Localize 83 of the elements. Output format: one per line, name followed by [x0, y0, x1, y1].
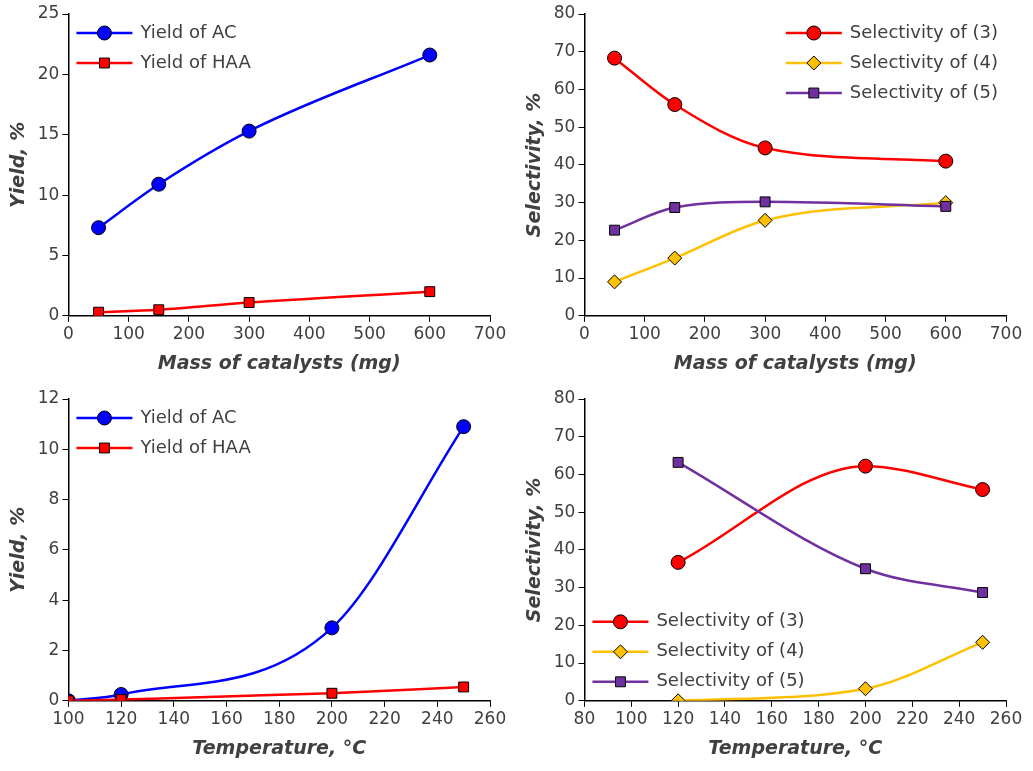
x-tick-label: 700 [473, 323, 507, 344]
y-tick-label: 80 [553, 2, 576, 23]
y-tick-label: 40 [553, 538, 576, 559]
x-tick-label: 180 [262, 708, 296, 729]
x-tick-label: 500 [353, 323, 386, 344]
x-tick-label: 160 [755, 708, 789, 729]
x-tick-label: 400 [809, 323, 842, 344]
x-tick-label: 100 [615, 708, 648, 729]
x-tick-label: 600 [413, 323, 446, 344]
legend-label: Yield of AC [139, 405, 237, 427]
x-axis-title: Mass of catalysts (mg) [673, 350, 917, 373]
x-axis-title: Mass of catalysts (mg) [157, 350, 401, 373]
y-tick-label: 10 [553, 266, 576, 287]
y-tick-label: 50 [553, 500, 576, 521]
x-tick-label: 200 [315, 708, 349, 729]
y-tick-label: 60 [553, 462, 576, 483]
x-tick-label: 200 [688, 323, 722, 344]
x-tick-label: 240 [942, 708, 976, 729]
x-tick-label: 140 [157, 708, 191, 729]
y-tick-label: 5 [48, 243, 60, 264]
x-tick-label: 100 [52, 708, 85, 729]
y-tick-label: 20 [553, 613, 576, 634]
y-axis-title: Selectivity, % [522, 92, 545, 238]
y-tick-label: 0 [564, 689, 576, 710]
x-tick-label: 100 [628, 323, 661, 344]
x-tick-label: 100 [112, 323, 145, 344]
x-tick-label: 300 [232, 323, 266, 344]
x-axis-title: Temperature, °C [192, 735, 367, 758]
y-tick-label: 0 [564, 304, 576, 325]
x-tick-label: 200 [172, 323, 206, 344]
y-tick-label: 25 [37, 2, 60, 23]
y-tick-label: 12 [37, 387, 60, 408]
y-tick-label: 30 [553, 191, 576, 212]
y-tick-label: 10 [37, 437, 60, 458]
x-tick-label: 0 [579, 323, 590, 344]
x-tick-label: 160 [210, 708, 243, 729]
y-axis-title: Yield, % [6, 121, 29, 208]
legend-label: Selectivity of (5) [849, 80, 998, 102]
y-tick-label: 70 [553, 40, 576, 61]
y-axis-title: Selectivity, % [522, 477, 545, 623]
x-tick-label: 600 [929, 323, 962, 344]
x-tick-label: 180 [802, 708, 835, 729]
x-tick-label: 220 [368, 708, 401, 729]
y-tick-label: 4 [48, 588, 60, 609]
y-tick-label: 2 [48, 638, 60, 659]
x-axis-title: Temperature, °C [708, 735, 883, 758]
x-tick-label: 260 [989, 708, 1023, 729]
y-tick-label: 60 [553, 77, 576, 98]
x-tick-label: 240 [421, 708, 454, 729]
x-tick-label: 220 [896, 708, 929, 729]
y-tick-label: 8 [48, 488, 60, 509]
legend-label: Selectivity of (3) [849, 20, 998, 42]
y-tick-label: 15 [37, 123, 60, 144]
y-tick-label: 70 [553, 425, 576, 446]
y-tick-label: 30 [553, 576, 576, 597]
x-tick-label: 120 [104, 708, 138, 729]
legend-label: Yield of HAA [139, 435, 252, 457]
x-tick-label: 120 [661, 708, 695, 729]
legend-label: Yield of HAA [139, 50, 252, 72]
x-tick-label: 0 [63, 323, 74, 344]
y-tick-label: 10 [37, 183, 60, 204]
legend-label: Selectivity of (3) [656, 609, 805, 631]
legend-label: Selectivity of (4) [849, 50, 998, 72]
y-tick-label: 6 [48, 538, 60, 559]
legend-label: Selectivity of (4) [656, 639, 805, 661]
x-tick-label: 200 [849, 708, 882, 729]
y-axis-title: Yield, % [6, 506, 29, 593]
x-tick-label: 300 [748, 323, 782, 344]
x-tick-label: 140 [708, 708, 742, 729]
y-tick-label: 0 [48, 304, 60, 325]
legend-label: Selectivity of (5) [656, 669, 805, 691]
x-tick-label: 700 [989, 323, 1023, 344]
y-tick-label: 20 [553, 228, 576, 249]
y-tick-label: 40 [553, 153, 576, 174]
x-tick-label: 400 [293, 323, 326, 344]
x-tick-label: 500 [869, 323, 902, 344]
y-tick-label: 0 [48, 689, 60, 710]
legend-label: Yield of AC [139, 20, 237, 42]
y-tick-label: 10 [553, 651, 576, 672]
y-tick-label: 50 [553, 115, 576, 136]
y-tick-label: 20 [37, 62, 60, 83]
y-tick-label: 80 [553, 387, 576, 408]
x-tick-label: 260 [473, 708, 507, 729]
